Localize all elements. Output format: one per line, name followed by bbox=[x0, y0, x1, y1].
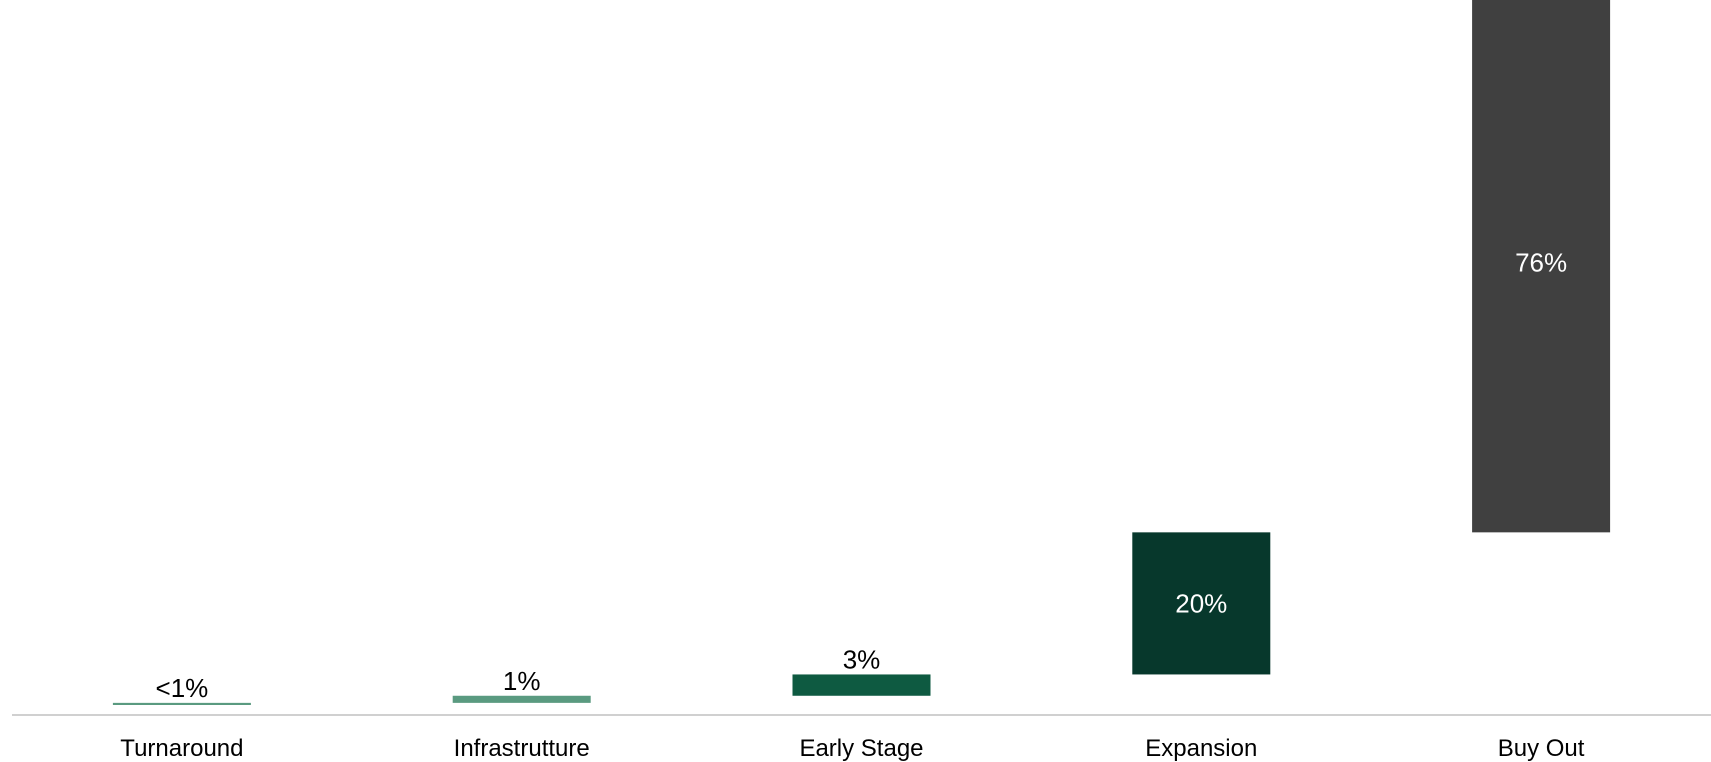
category-label-turnaround: Turnaround bbox=[120, 735, 243, 762]
category-label-buy-out: Buy Out bbox=[1498, 735, 1585, 762]
category-label-infrastrutture: Infrastrutture bbox=[454, 735, 590, 762]
category-labels-group: Turnaround Infrastrutture Early Stage Expan… bbox=[120, 735, 1584, 762]
data-label-expansion: 20% bbox=[1175, 588, 1227, 618]
data-label-early-stage: 3% bbox=[843, 644, 881, 674]
bar-infrastrutture bbox=[453, 696, 591, 703]
data-label-infrastrutture: 1% bbox=[503, 666, 541, 696]
data-label-buy-out: 76% bbox=[1515, 247, 1567, 277]
data-labels-group: <1% 1% 3% 20% 76% bbox=[156, 247, 1568, 703]
data-label-turnaround: <1% bbox=[156, 673, 209, 703]
category-label-expansion: Expansion bbox=[1145, 735, 1257, 762]
bars-group bbox=[113, 0, 1610, 705]
bar-early-stage bbox=[793, 674, 931, 695]
bar-turnaround bbox=[113, 703, 251, 705]
category-label-early-stage: Early Stage bbox=[799, 735, 923, 762]
